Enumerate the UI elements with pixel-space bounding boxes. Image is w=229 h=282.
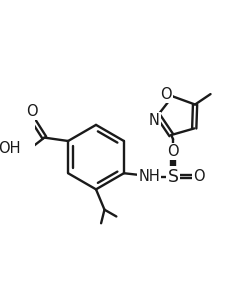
Text: NH: NH <box>138 169 160 184</box>
Text: S: S <box>167 168 178 186</box>
Text: OH: OH <box>0 141 21 156</box>
Text: O: O <box>192 169 204 184</box>
Text: O: O <box>26 104 37 119</box>
Text: N: N <box>148 113 159 128</box>
Text: O: O <box>166 144 178 159</box>
Text: O: O <box>159 87 171 102</box>
